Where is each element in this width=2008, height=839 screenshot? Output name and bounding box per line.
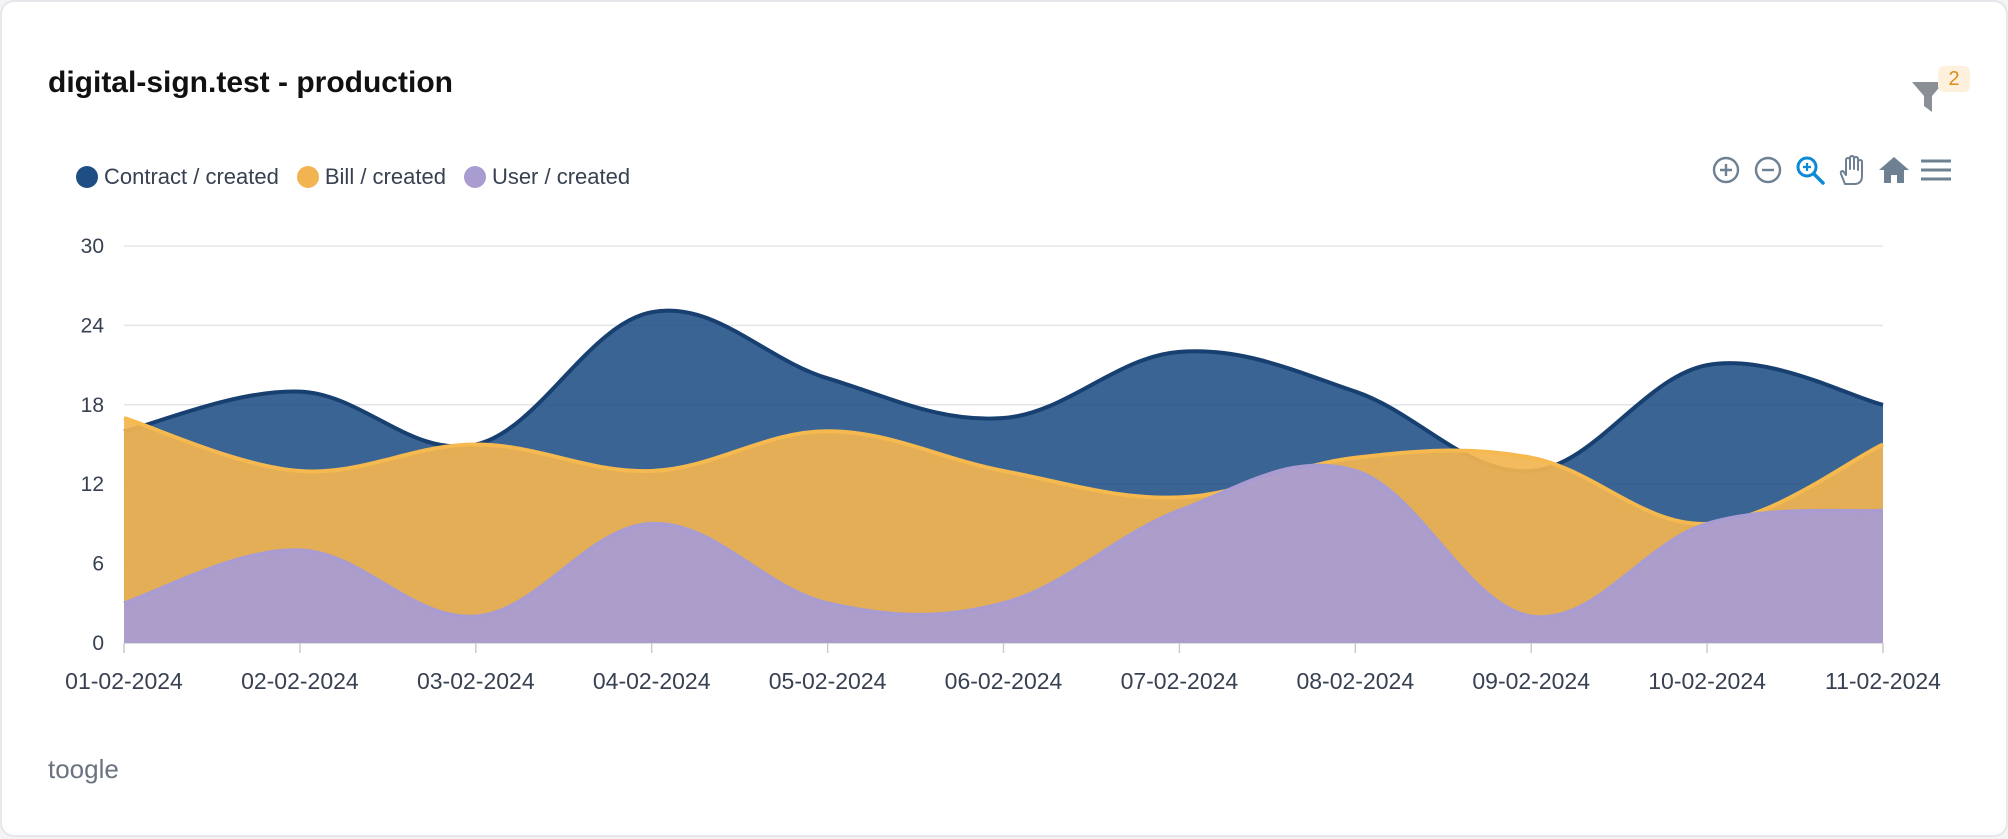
legend-item-bill[interactable]: Bill / created — [296, 164, 446, 190]
x-tick-label: 09-02-2024 — [1472, 668, 1590, 694]
x-tick-label: 08-02-2024 — [1296, 668, 1414, 694]
chart-title: digital-sign.test - production — [48, 66, 453, 99]
x-tick-label: 01-02-2024 — [65, 668, 183, 694]
legend-label-contract: Contract / created — [104, 164, 279, 189]
y-tick-label: 6 — [92, 553, 104, 576]
legend-item-user[interactable]: User / created — [463, 164, 631, 190]
chart-menu-button[interactable] — [1918, 152, 1954, 188]
x-tick-label: 05-02-2024 — [769, 668, 887, 694]
filter-icon — [1912, 82, 1944, 112]
toggle-link[interactable]: toogle — [48, 754, 119, 784]
zoom-in-icon — [1712, 156, 1740, 184]
filter-count-badge: 2 — [1938, 66, 1970, 92]
legend-marker-bill — [296, 166, 319, 188]
x-tick-label: 11-02-2024 — [1825, 668, 1941, 694]
y-tick-label: 12 — [81, 473, 104, 496]
y-tick-label: 18 — [81, 394, 104, 417]
x-tick-label: 04-02-2024 — [593, 668, 711, 694]
hand-icon — [1839, 155, 1863, 185]
series-line-bill — [123, 416, 1884, 526]
legend-label-user: User / created — [491, 164, 631, 189]
area-user — [124, 465, 1883, 643]
series-line-user — [123, 463, 1884, 620]
x-tick-label: 03-02-2024 — [417, 668, 535, 694]
zoom-in-button[interactable] — [1708, 152, 1744, 188]
x-tick-label: 10-02-2024 — [1648, 668, 1766, 694]
chart-toolbar — [1708, 152, 1954, 188]
home-icon — [1879, 157, 1909, 183]
x-tick-label: 06-02-2024 — [945, 668, 1063, 694]
y-tick-label: 30 — [81, 235, 104, 258]
legend-label-bill: Bill / created — [324, 164, 446, 189]
filter-button[interactable]: 2 — [1908, 66, 1970, 122]
x-tick-label: 07-02-2024 — [1121, 668, 1239, 694]
reset-zoom-button[interactable] — [1876, 152, 1912, 188]
x-tick-label: 02-02-2024 — [241, 668, 359, 694]
magnifier-icon — [1796, 156, 1825, 185]
legend-marker-contract — [76, 166, 98, 188]
legend-marker-user — [463, 166, 486, 188]
chart-legend: Contract / created Bill / created User /… — [76, 164, 630, 190]
y-tick-label: 24 — [81, 314, 105, 337]
zoom-out-button[interactable] — [1750, 152, 1786, 188]
y-tick-label: 0 — [92, 632, 104, 655]
selection-zoom-button[interactable] — [1792, 152, 1828, 188]
pan-button[interactable] — [1834, 152, 1870, 188]
zoom-out-icon — [1754, 156, 1782, 184]
legend-item-contract[interactable]: Contract / created — [76, 164, 279, 190]
hamburger-menu-icon — [1921, 159, 1951, 181]
